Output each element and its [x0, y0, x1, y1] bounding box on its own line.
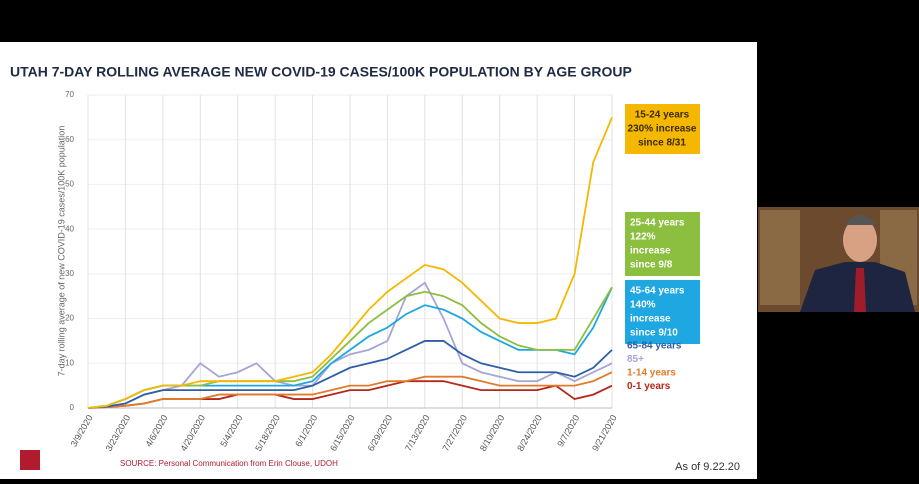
source: SOURCE: Personal Communication from Erin…: [120, 459, 338, 468]
legend-label: 25-44 years: [630, 218, 685, 229]
y-axis-label: 7-day rolling average of new COVID-19 ca…: [56, 126, 66, 377]
legend-label: 1-14 years: [627, 368, 676, 379]
legend-label: 65-84 years: [627, 341, 682, 352]
legend-box: [625, 104, 700, 154]
y-tick-label: 60: [65, 135, 74, 144]
y-tick-label: 10: [65, 358, 74, 367]
legend-box: [625, 212, 700, 276]
legend-callout: 230% increase: [628, 124, 697, 135]
webcam: [758, 207, 919, 312]
legend-callout: since 8/31: [638, 138, 686, 149]
y-tick-label: 0: [70, 403, 75, 412]
legend-callout: 140%: [630, 300, 656, 311]
y-tick-label: 40: [65, 224, 74, 233]
legend-label: 0-1 years: [627, 381, 671, 392]
legend-callout: 122%: [630, 232, 656, 243]
as-of: As of 9.22.20: [675, 461, 740, 473]
legend-callout: since 9/8: [630, 260, 673, 271]
legend-callout: increase: [630, 246, 671, 257]
legend-label: 85+: [627, 354, 644, 365]
legend-box: [625, 280, 700, 344]
legend-callout: since 9/10: [630, 328, 678, 339]
series-line: [87, 371, 613, 409]
series-line: [87, 281, 613, 409]
y-tick-label: 20: [65, 314, 74, 323]
y-tick-label: 50: [65, 180, 74, 189]
legend-label: 15-24 years: [635, 110, 690, 121]
chart-title: UTAH 7-DAY ROLLING AVERAGE NEW COVID-19 …: [10, 64, 632, 80]
legend-label: 45-64 years: [630, 286, 685, 297]
y-tick-label: 30: [65, 269, 74, 278]
logo: [20, 450, 40, 470]
series-line: [87, 340, 613, 409]
series-line: [87, 117, 613, 409]
legend-callout: increase: [630, 314, 671, 325]
y-tick-label: 70: [65, 90, 74, 99]
